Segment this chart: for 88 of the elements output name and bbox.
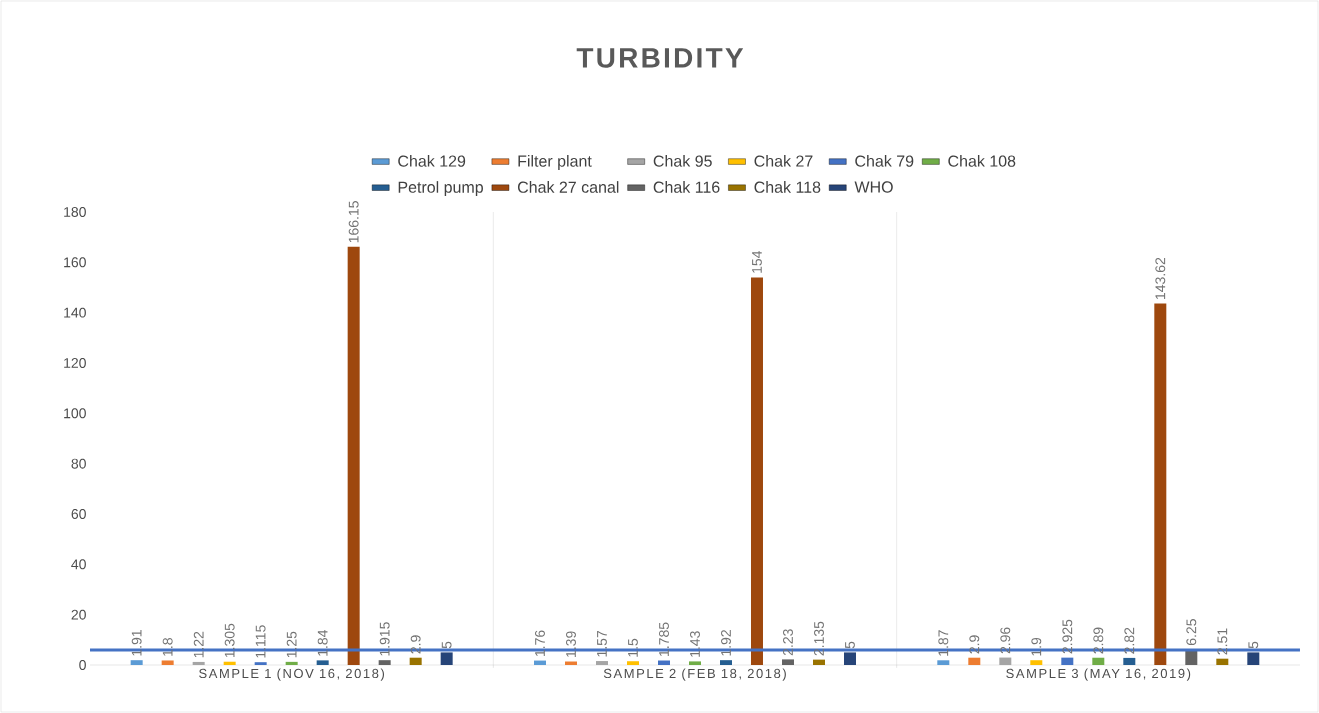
data-label: 1.915 <box>379 622 390 656</box>
data-label: 1.91 <box>131 630 142 656</box>
data-label: 1.84 <box>317 630 328 656</box>
y-tick-label: 40 <box>71 559 86 570</box>
data-label: 6.25 <box>1186 619 1197 646</box>
bar <box>533 660 546 665</box>
data-label: 5 <box>441 641 452 649</box>
x-tick-label: SAMPLE 2 (FEB 18, 2018) <box>603 668 786 681</box>
data-label: 166.15 <box>348 201 359 243</box>
bar <box>254 662 267 665</box>
data-label: 2.89 <box>1093 627 1104 654</box>
bar <box>130 660 143 665</box>
data-label: 143.62 <box>1155 257 1166 299</box>
data-label: 1.9 <box>1031 637 1042 656</box>
bar <box>223 661 236 665</box>
data-label: 154 <box>752 250 762 273</box>
y-tick-label: 160 <box>64 257 86 268</box>
data-label: 2.9 <box>969 635 980 654</box>
data-label: 5 <box>845 641 855 649</box>
legend-label: WHO <box>854 181 893 193</box>
data-label: 1.43 <box>690 631 700 657</box>
bar <box>1247 652 1260 665</box>
bar <box>750 277 763 665</box>
bar <box>409 657 422 665</box>
y-tick-label: 140 <box>64 307 86 318</box>
data-label: 1.87 <box>938 630 949 656</box>
data-label: 2.82 <box>1124 627 1135 654</box>
data-label: 1.39 <box>566 631 576 657</box>
bar <box>161 660 174 665</box>
legend-label: Filter plant <box>518 155 592 170</box>
bar <box>378 660 391 665</box>
bar <box>1092 657 1105 665</box>
data-label: 2.23 <box>783 629 793 656</box>
bar <box>440 652 453 665</box>
y-tick-label: 80 <box>71 458 86 469</box>
bar <box>316 660 329 665</box>
data-label: 1.57 <box>597 630 607 657</box>
bar <box>812 659 825 665</box>
data-label: 2.9 <box>410 635 421 654</box>
data-label: 1.92 <box>721 630 731 656</box>
data-label: 1.115 <box>255 625 266 658</box>
bar <box>781 659 794 665</box>
bar <box>626 661 639 665</box>
data-label: 2.51 <box>1217 628 1228 655</box>
bar <box>285 661 298 665</box>
data-label: 1.76 <box>535 630 545 656</box>
bar <box>1123 657 1136 665</box>
y-tick-label: 120 <box>64 358 86 368</box>
legend-label: Chak 116 <box>653 181 720 193</box>
data-label: 1.25 <box>286 631 297 658</box>
bar <box>843 652 856 665</box>
y-tick-label: 60 <box>71 509 86 519</box>
legend-label: Chak 108 <box>948 155 1016 167</box>
legend-label: Chak 27 <box>754 155 813 167</box>
x-tick-label: SAMPLE 3 (MAY 16, 2019) <box>1006 668 1191 681</box>
data-label: 5 <box>1248 641 1259 649</box>
bar <box>1061 657 1074 665</box>
bar <box>1154 303 1167 665</box>
data-label: 2.925 <box>1062 619 1073 654</box>
data-label: 1.5 <box>628 638 638 657</box>
bar <box>937 660 950 665</box>
legend-label: Chak 118 <box>754 181 821 193</box>
legend-label: Chak 79 <box>855 155 914 167</box>
data-label: 1.785 <box>659 622 669 656</box>
bar <box>688 661 701 665</box>
data-label: 1.305 <box>224 623 235 658</box>
bar <box>347 246 360 665</box>
data-label: 1.22 <box>193 631 204 658</box>
data-label: 1.8 <box>162 638 173 656</box>
legend-label: Chak 129 <box>398 155 466 167</box>
bar <box>968 657 981 665</box>
legend-label: Chak 95 <box>653 155 712 167</box>
x-tick-label: SAMPLE 1 (NOV 16, 2018) <box>199 668 385 681</box>
bar <box>1030 660 1043 665</box>
bar <box>719 660 732 665</box>
legend-label: Chak 27 canal <box>517 181 619 193</box>
y-tick-label: 0 <box>79 660 86 670</box>
bar <box>999 657 1012 665</box>
data-label: 2.96 <box>1000 627 1011 654</box>
y-tick-label: 20 <box>71 609 86 620</box>
bar <box>192 661 205 665</box>
y-tick-label: 180 <box>64 207 86 217</box>
y-tick-label: 100 <box>64 408 86 419</box>
bar <box>1216 658 1229 665</box>
legend-label: Petrol pump <box>398 181 483 197</box>
data-label: 2.135 <box>814 621 824 656</box>
bar <box>595 661 608 665</box>
chart-title: TURBIDITY <box>576 48 744 68</box>
